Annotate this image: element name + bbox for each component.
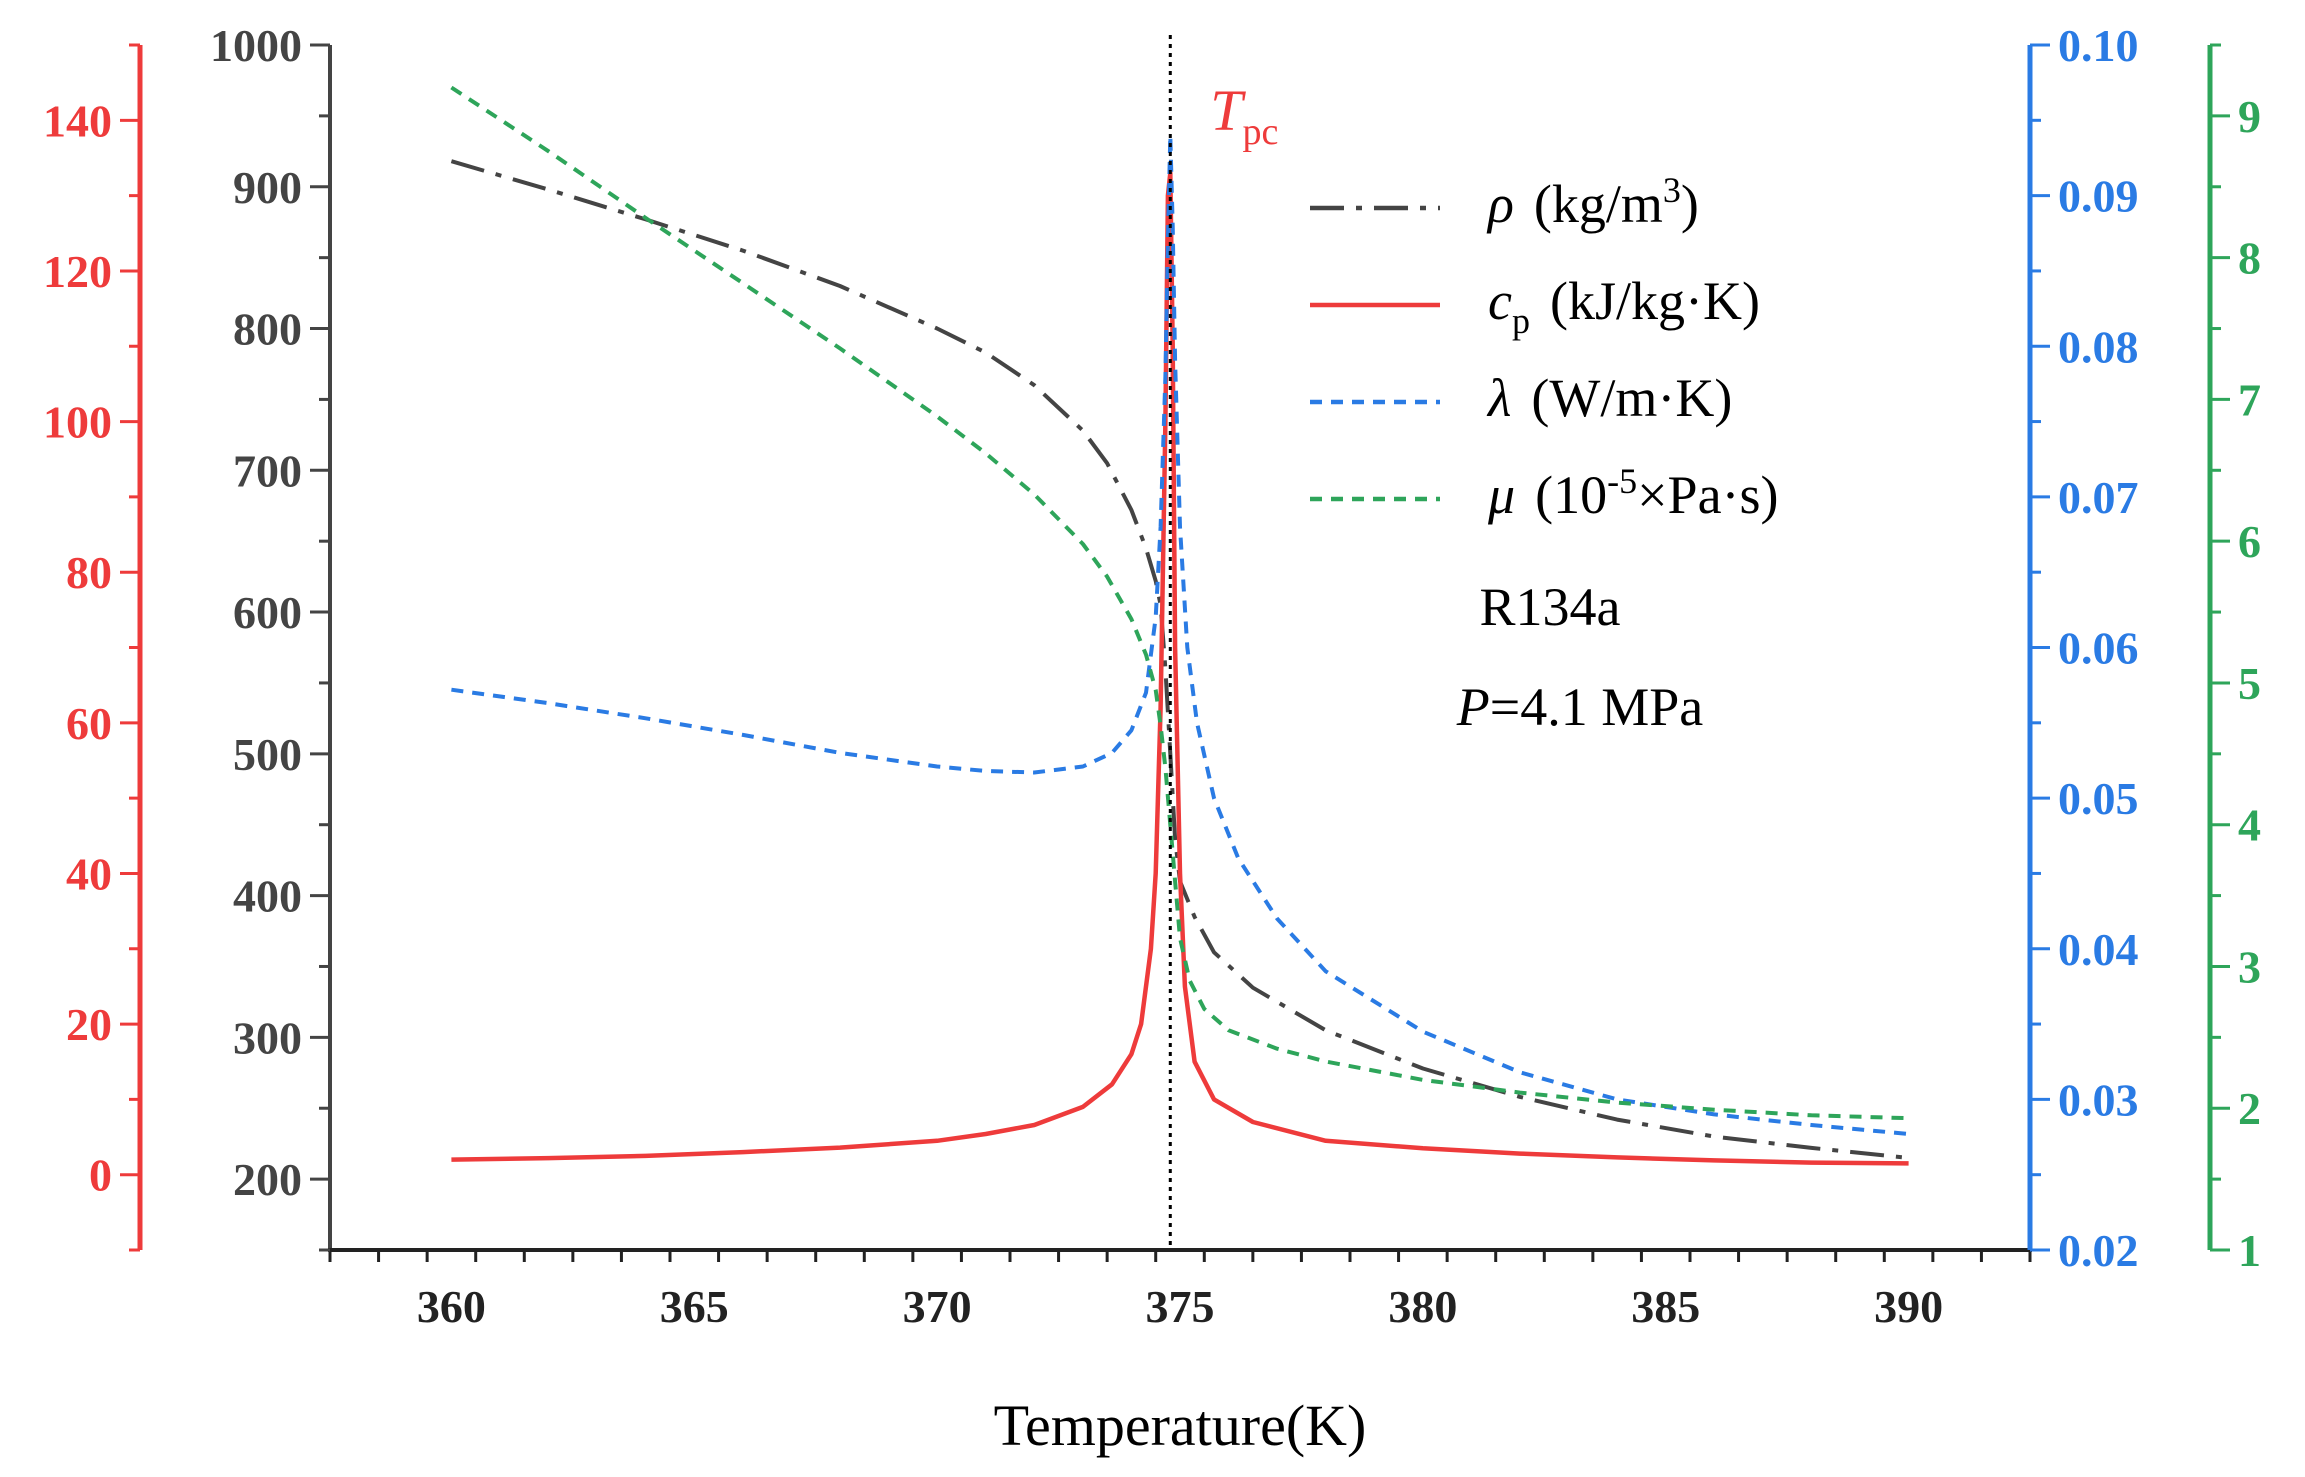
mu-tick-label: 8 [2238, 233, 2261, 284]
x-tick-label: 385 [1631, 1281, 1700, 1332]
legend: ρ (kg/m3) cp (kJ/kg·K) λ (W/m·K) μ (10-5×Pa·s) [1310, 170, 1779, 525]
cp-tick-label: 80 [66, 547, 112, 598]
cp-tick-label: 140 [43, 95, 112, 146]
tpc-label: Tpc [1210, 78, 1278, 153]
legend-unit: (kg/m [1534, 174, 1663, 234]
legend-symbol-sub: p [1512, 301, 1530, 341]
legend-symbol: μ [1487, 465, 1515, 525]
cp-tick-label: 60 [66, 698, 112, 749]
rho-tick-label: 300 [233, 1012, 302, 1063]
legend-unit-sup: 3 [1663, 170, 1681, 210]
x-tick-label: 370 [903, 1281, 972, 1332]
tpc-label-main: T [1210, 78, 1246, 143]
mu-tick-label: 1 [2238, 1225, 2261, 1276]
axes-layer: 360 365 370 375 380 385 3902003004005006007008… [43, 20, 2261, 1332]
x-tick-label: 365 [660, 1281, 729, 1332]
fluid-label: R134a [1480, 577, 1621, 637]
rho-tick-label: 700 [233, 445, 302, 496]
rho-tick-label: 600 [233, 587, 302, 638]
lambda-tick-label: 0.07 [2058, 472, 2139, 523]
legend-label-mu: μ (10-5×Pa·s) [1487, 461, 1779, 525]
mu-tick-label: 5 [2238, 658, 2261, 709]
legend-symbol: ρ [1486, 174, 1514, 234]
lambda-tick-label: 0.09 [2058, 171, 2139, 222]
legend-label-cp: cp (kJ/kg·K) [1488, 271, 1760, 341]
mu-tick-label: 6 [2238, 516, 2261, 567]
lambda-tick-label: 0.06 [2058, 623, 2139, 674]
pressure-symbol: P [1456, 677, 1490, 737]
tpc-marker: Tpc [1168, 35, 1278, 1250]
pressure-label: P=4.1 MPa [1456, 677, 1704, 737]
x-axis-title: Temperature(K) [994, 1393, 1367, 1458]
lambda-tick-label: 0.04 [2058, 924, 2139, 975]
mu-tick-label: 2 [2238, 1083, 2261, 1134]
mu-tick-label: 4 [2238, 800, 2261, 851]
tpc-label-sub: pc [1243, 111, 1279, 153]
legend-unit: (W/m·K) [1531, 368, 1732, 428]
x-tick-label: 380 [1388, 1281, 1457, 1332]
legend-symbol: λ [1486, 368, 1511, 428]
legend-unit-tail: ×Pa·s) [1637, 465, 1778, 525]
cp-tick-label: 0 [89, 1150, 112, 1201]
mu-tick-label: 3 [2238, 941, 2261, 992]
legend-label-rho: ρ (kg/m3) [1486, 170, 1699, 234]
legend-label-lambda: λ (W/m·K) [1486, 368, 1732, 428]
cp-tick-label: 100 [43, 397, 112, 448]
legend-symbol: c [1488, 271, 1512, 331]
legend-unit-sup: -5 [1607, 461, 1637, 501]
x-tick-label: 360 [417, 1281, 486, 1332]
lambda-tick-label: 0.10 [2058, 20, 2139, 71]
lambda-tick-label: 0.08 [2058, 321, 2139, 372]
cp-tick-label: 120 [43, 246, 112, 297]
legend-unit: (kJ/kg·K) [1550, 271, 1760, 331]
pressure-value: =4.1 MPa [1490, 677, 1704, 737]
mu-series-line [450, 85, 1909, 1121]
cp-tick-label: 20 [66, 999, 112, 1050]
rho-tick-label: 900 [233, 162, 302, 213]
annotations: R134a P=4.1 MPa [1456, 577, 1704, 737]
rho-tick-label: 400 [233, 871, 302, 922]
lambda-tick-label: 0.05 [2058, 773, 2139, 824]
cp-tick-label: 40 [66, 848, 112, 899]
legend-unit: (10 [1535, 465, 1607, 525]
cp-series-line [451, 170, 1909, 1166]
lambda-tick-label: 0.02 [2058, 1225, 2139, 1276]
lambda-tick-label: 0.03 [2058, 1074, 2139, 1125]
rho-tick-label: 1000 [210, 20, 302, 71]
rho-tick-label: 800 [233, 304, 302, 355]
series-layer [450, 85, 1909, 1166]
x-tick-label: 390 [1874, 1281, 1943, 1332]
rho-tick-label: 500 [233, 729, 302, 780]
legend-unit-tail: ) [1681, 174, 1699, 234]
rho-tick-label: 200 [233, 1154, 302, 1205]
mu-tick-label: 7 [2238, 374, 2261, 425]
mu-tick-label: 9 [2238, 91, 2261, 142]
x-tick-label: 375 [1146, 1281, 1215, 1332]
